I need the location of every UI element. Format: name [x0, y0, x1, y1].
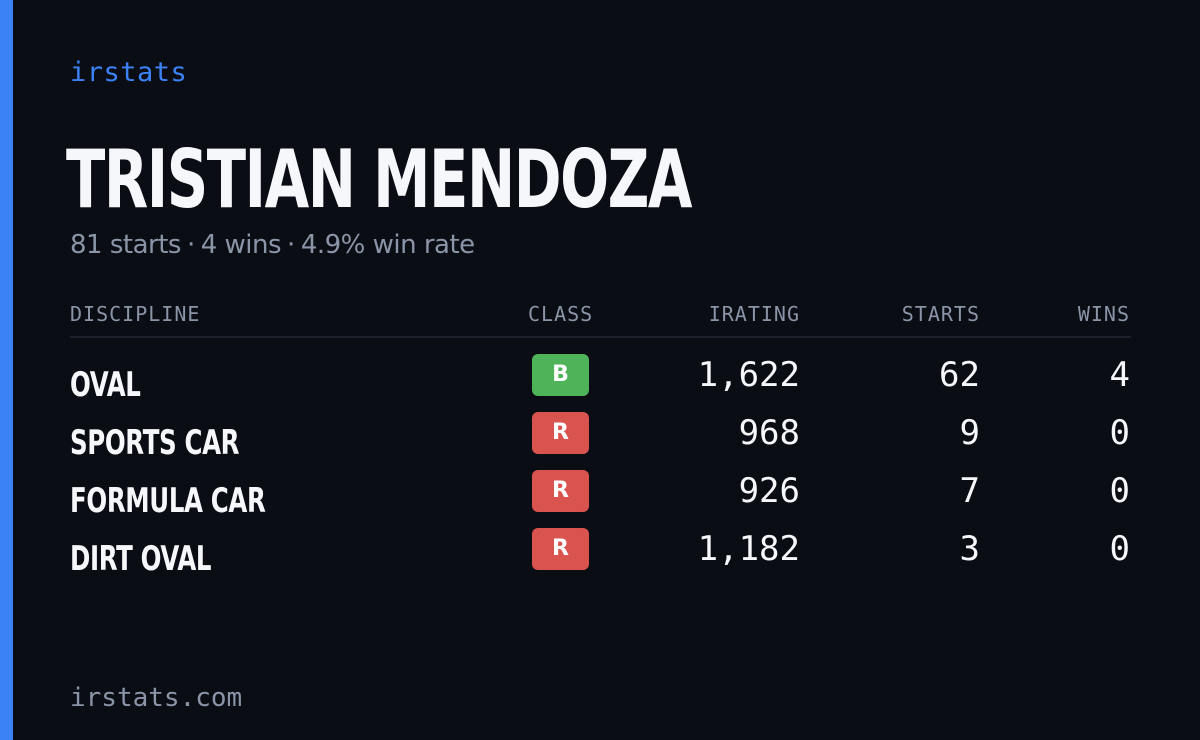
starts-count: 81 starts	[70, 230, 181, 260]
brand-logo: irstats	[70, 57, 188, 88]
class-badge: R	[532, 412, 589, 454]
column-header-starts: STARTS	[901, 302, 980, 326]
class-badge: R	[532, 470, 589, 512]
irating-value: 1,622	[697, 355, 800, 395]
table-row: OVAL B 1,622 62 4	[70, 353, 1131, 411]
accent-bar	[0, 0, 13, 740]
table-row: SPORTS CAR R 968 9 0	[70, 411, 1131, 469]
wins-value: 0	[1109, 471, 1130, 511]
footer-url: irstats.com	[70, 683, 243, 713]
discipline-name: OVAL	[70, 365, 141, 405]
wins-count: 4 wins	[200, 230, 282, 260]
irating-value: 926	[738, 471, 800, 511]
starts-value: 3	[959, 529, 980, 569]
table-body: OVAL B 1,622 62 4 SPORTS CAR R 968 9 0 F…	[70, 353, 1131, 585]
table-row: FORMULA CAR R 926 7 0	[70, 469, 1131, 527]
class-badge: B	[532, 354, 589, 396]
discipline-table: DISCIPLINE CLASS IRATING STARTS WINS OVA…	[70, 298, 1131, 585]
starts-value: 9	[959, 413, 980, 453]
wins-value: 0	[1109, 413, 1130, 453]
column-header-discipline: DISCIPLINE	[70, 302, 201, 326]
player-name: TRISTIAN MENDOZA	[66, 133, 693, 226]
starts-value: 7	[959, 471, 980, 511]
wins-value: 4	[1109, 355, 1130, 395]
table-row: DIRT OVAL R 1,182 3 0	[70, 527, 1131, 585]
separator-dot: ·	[287, 230, 295, 260]
wins-value: 0	[1109, 529, 1130, 569]
column-header-class: CLASS	[528, 302, 594, 326]
discipline-name: DIRT OVAL	[70, 539, 212, 579]
discipline-name: SPORTS CAR	[70, 423, 240, 463]
separator-dot: ·	[186, 230, 195, 260]
win-rate: 4.9% win rate	[300, 230, 475, 260]
irating-value: 1,182	[697, 529, 800, 569]
class-badge: R	[532, 528, 589, 570]
table-header: DISCIPLINE CLASS IRATING STARTS WINS	[70, 298, 1131, 338]
column-header-irating: IRATING	[708, 302, 800, 326]
discipline-name: FORMULA CAR	[70, 481, 266, 521]
starts-value: 62	[939, 355, 980, 395]
player-summary: 81 starts · 4 wins · 4.9% win rate	[70, 228, 475, 262]
column-header-wins: WINS	[1077, 302, 1130, 326]
irating-value: 968	[738, 413, 800, 453]
